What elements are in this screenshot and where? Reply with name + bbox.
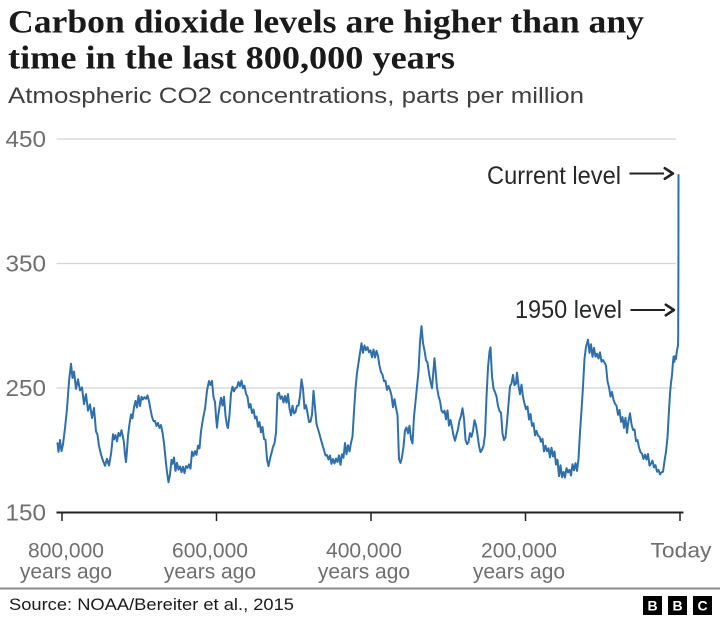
- svg-text:years ago: years ago: [473, 561, 565, 584]
- svg-text:Source: NOAA/Bereiter et al.,: Source: NOAA/Bereiter et al., 2015: [9, 595, 294, 614]
- svg-text:150: 150: [6, 500, 47, 526]
- svg-text:400,000: 400,000: [326, 540, 402, 563]
- svg-text:200,000: 200,000: [481, 540, 557, 563]
- svg-text:450: 450: [6, 126, 47, 152]
- svg-text:Atmospheric CO2 concentrations: Atmospheric CO2 concentrations, parts pe…: [8, 83, 584, 108]
- svg-text:years ago: years ago: [318, 561, 410, 584]
- svg-text:years ago: years ago: [20, 561, 112, 584]
- svg-text:years ago: years ago: [164, 561, 256, 584]
- svg-text:800,000: 800,000: [28, 540, 104, 563]
- svg-text:1950 level: 1950 level: [515, 296, 622, 324]
- svg-text:time in the last 800,000 years: time in the last 800,000 years: [8, 41, 455, 77]
- svg-text:Current level: Current level: [487, 162, 621, 190]
- svg-text:Carbon dioxide levels are high: Carbon dioxide levels are higher than an…: [8, 5, 645, 41]
- svg-text:250: 250: [6, 375, 47, 401]
- svg-text:C: C: [697, 598, 707, 614]
- svg-text:B: B: [647, 598, 657, 614]
- svg-text:350: 350: [6, 251, 47, 277]
- svg-text:600,000: 600,000: [172, 540, 248, 563]
- svg-text:B: B: [672, 598, 682, 614]
- svg-text:Today: Today: [651, 540, 713, 563]
